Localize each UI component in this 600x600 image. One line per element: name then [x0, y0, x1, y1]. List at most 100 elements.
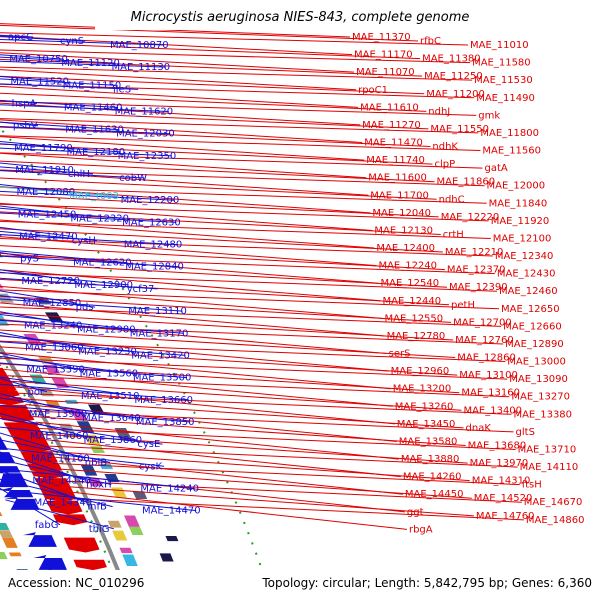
leader-line: [0, 219, 375, 249]
cog-feature-block: [0, 283, 4, 289]
leader-line: [0, 35, 353, 56]
leader-line: [0, 355, 134, 375]
gene-label: MAE_12480: [124, 240, 183, 251]
leader-line: [32, 415, 466, 446]
leader-line: [3, 368, 393, 407]
cog-feature-block: [0, 293, 14, 303]
gc-content-block: [132, 491, 147, 498]
gene-label: MAE_14110: [520, 462, 579, 473]
gene-label: MAE_13860: [83, 435, 142, 446]
gene-label: cysK: [139, 461, 163, 472]
gene-label: MAE_13970: [470, 458, 529, 469]
gene-label: MAE_11740: [366, 155, 425, 166]
gene-label: MAE_11150: [63, 80, 122, 91]
gene-label: fabG: [35, 520, 59, 531]
leader-line: [61, 468, 472, 499]
gene-label: MAE_12390: [449, 282, 508, 293]
leader-line: [0, 404, 191, 423]
leader-line: [0, 468, 195, 489]
gene-label: MAE_14240: [140, 483, 199, 494]
leader-line: [0, 271, 129, 286]
gene-label: MAE_11560: [482, 146, 541, 157]
gene-label: MAE_12210: [445, 247, 504, 258]
leader-line: [0, 83, 139, 90]
leader-line: [0, 489, 197, 512]
gene-label: MAE_13660: [134, 395, 193, 406]
leader-line: [0, 56, 116, 64]
leader-line: [0, 162, 70, 171]
leader-line: [0, 335, 389, 372]
reverse-strand-gene: [33, 555, 67, 570]
gene-label: petH: [451, 300, 475, 311]
leader-line: [0, 417, 138, 441]
gene-label: MAE_13260: [395, 401, 454, 412]
gene-label: MAE_12840: [125, 262, 184, 273]
gene-label: MAE_12370: [447, 265, 506, 276]
gene-label: nblB: [85, 457, 107, 468]
gene-label: MAE_11910: [15, 165, 74, 176]
cog-feature-block: [110, 487, 127, 498]
gene-label: MAE_13160: [461, 388, 520, 399]
gene-label: MAE_13230: [78, 346, 137, 357]
gene-label: MAE_14160: [31, 453, 90, 464]
gene-label: MAE_11070: [356, 67, 415, 78]
gene-label: pds: [76, 302, 94, 313]
leader-line: [0, 306, 502, 327]
gene-label: hoxH: [86, 479, 112, 490]
leader-line: [0, 52, 355, 73]
gene-label: MAE_14860: [526, 515, 585, 526]
leader-line: [39, 427, 516, 450]
gene-label: MAE_12660: [503, 321, 562, 332]
leader-line: [0, 92, 427, 112]
forward-strand-gene: [0, 390, 20, 399]
gene-label: ndhJ: [428, 106, 450, 117]
leader-line: [0, 341, 186, 356]
gene-label: MAE_12780: [387, 331, 446, 342]
gene-label: MAE_12980: [77, 324, 136, 335]
gene-label: MAE_12700: [453, 317, 512, 328]
gene-label: cysE: [137, 439, 160, 450]
cog-feature-block: [2, 537, 18, 548]
leader-line: [0, 177, 437, 200]
forward-strand-gene: [0, 397, 25, 406]
leader-line: [49, 445, 518, 468]
gene-label: cobW: [119, 173, 147, 184]
gene-label: MAE_11200: [426, 89, 485, 100]
gene-label: cysH: [72, 236, 96, 247]
gene-label: MAE_11470: [364, 138, 423, 149]
gene-label: MAE_12440: [383, 296, 442, 307]
leader-line: [0, 478, 113, 508]
leader-line: [0, 78, 117, 86]
gene-label: MAE_13510: [81, 391, 140, 402]
cog-feature-block: [128, 526, 144, 536]
leader-line: [11, 380, 462, 411]
leader-line: [0, 255, 495, 275]
gene-label: rfbC: [420, 36, 441, 47]
leader-line: [0, 69, 357, 91]
gene-label: MAE_11520: [10, 76, 69, 87]
gene-label: MAE_13850: [136, 417, 195, 428]
leader-line: [0, 432, 86, 459]
gene-label: ileS: [113, 84, 131, 95]
leader-line: [0, 202, 373, 231]
forward-strand-gene: [0, 363, 2, 366]
gene-label: MAE_13500: [133, 373, 192, 384]
gene-label: MAE_12470: [19, 232, 78, 243]
leader-line: [0, 397, 137, 419]
leader-line: [0, 119, 363, 144]
gene-label: MAE_12550: [385, 313, 444, 324]
leader-line: [0, 252, 40, 260]
leader-line: [55, 456, 403, 495]
gene-label: MAE_11840: [489, 198, 548, 209]
leader-line: [0, 236, 377, 267]
leader-line: [0, 362, 188, 379]
gene-label: clpP: [434, 159, 455, 170]
gene-label: MAE_13100: [459, 370, 518, 381]
gene-label: MAE_14060: [30, 431, 89, 442]
gene-label: MAE_13420: [131, 350, 190, 361]
gene-label: MAE_t003: [69, 191, 119, 202]
leader-line: [0, 205, 72, 215]
leader-line: [0, 323, 504, 345]
gene-label: gatA: [484, 163, 507, 174]
